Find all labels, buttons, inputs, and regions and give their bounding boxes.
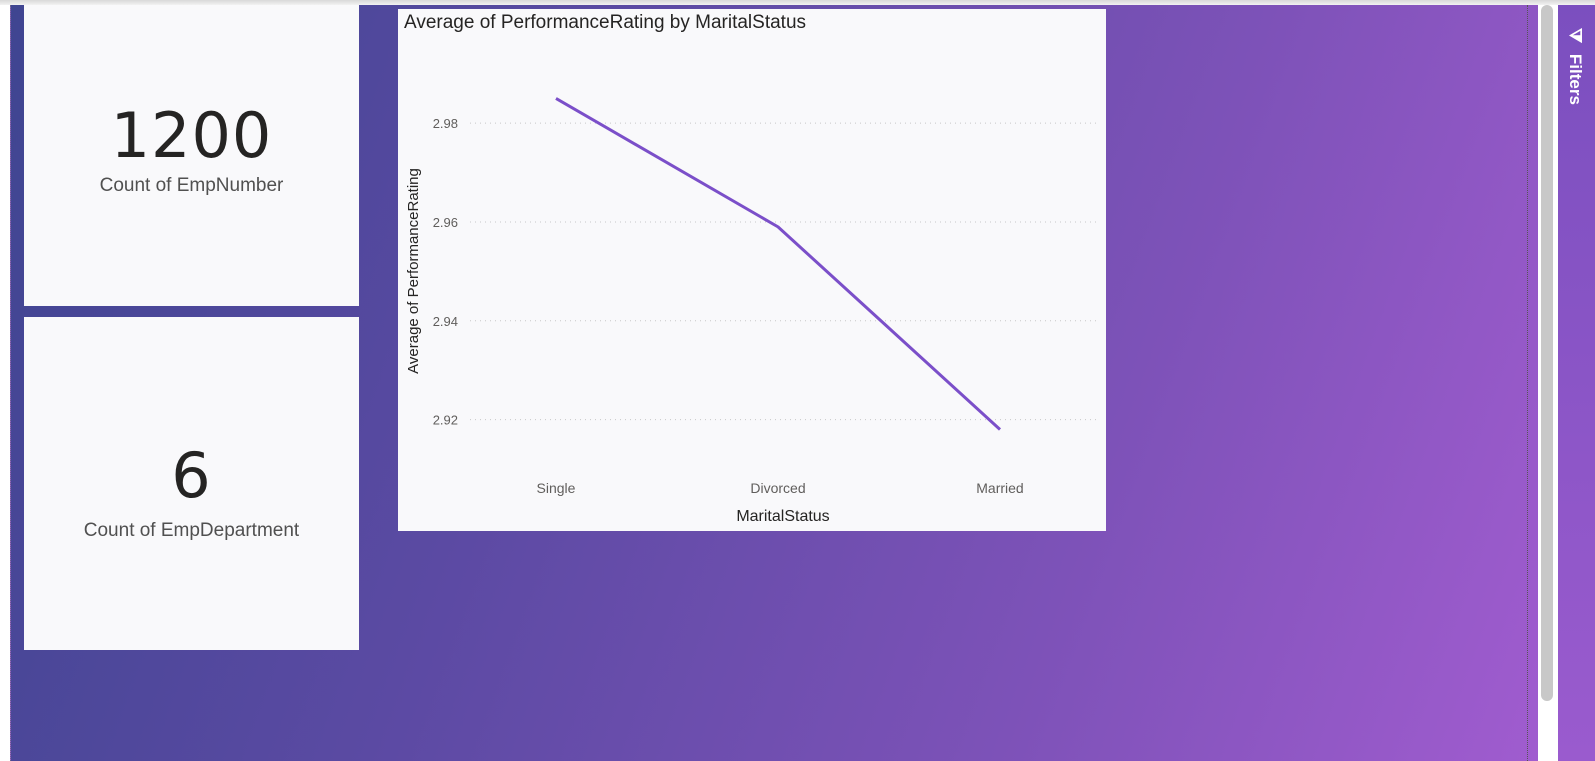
y-tick-label: 2.94 <box>433 314 458 329</box>
x-tick-label: Single <box>537 480 576 496</box>
data-point[interactable] <box>553 95 559 101</box>
kpi-value-department-count: 6 <box>171 439 212 512</box>
top-toolbar-edge <box>0 0 1595 5</box>
y-tick-label: 2.98 <box>433 116 458 131</box>
x-tick-label: Married <box>976 480 1023 496</box>
data-point[interactable] <box>775 224 781 230</box>
x-tick-label: Divorced <box>750 480 805 496</box>
y-axis-label: Average of PerformanceRating <box>405 168 422 374</box>
filters-label-text: Filters <box>1566 53 1585 105</box>
canvas-boundary <box>1527 5 1529 761</box>
series-line[interactable] <box>555 97 1002 431</box>
filters-pane-label[interactable]: ⧩ Filters <box>1565 28 1585 105</box>
line-chart[interactable]: 2.98 2.96 2.94 2.92 Single Divorced Married A… <box>398 9 1106 531</box>
filter-icon: ⧩ <box>1566 28 1585 44</box>
kpi-label-emp-count: Count of EmpNumber <box>99 175 284 196</box>
data-point[interactable] <box>997 426 1003 432</box>
chart-title: Average of PerformanceRating by MaritalS… <box>404 12 807 33</box>
kpi-card-emp-count[interactable]: 1200 Count of EmpNumber <box>24 5 359 306</box>
filters-pane-toggle[interactable] <box>1558 5 1595 761</box>
scrollbar-thumb[interactable] <box>1541 5 1553 701</box>
y-tick-label: 2.92 <box>433 413 458 428</box>
kpi-card-department-count[interactable]: 6 Count of EmpDepartment <box>24 317 359 650</box>
line-chart-card[interactable]: Average of PerformanceRating by MaritalS… <box>398 9 1106 531</box>
kpi-label-department-count: Count of EmpDepartment <box>83 520 300 541</box>
x-axis-label: MaritalStatus <box>736 508 829 525</box>
y-tick-label: 2.96 <box>433 215 458 230</box>
kpi-value-emp-count: 1200 <box>110 99 273 172</box>
